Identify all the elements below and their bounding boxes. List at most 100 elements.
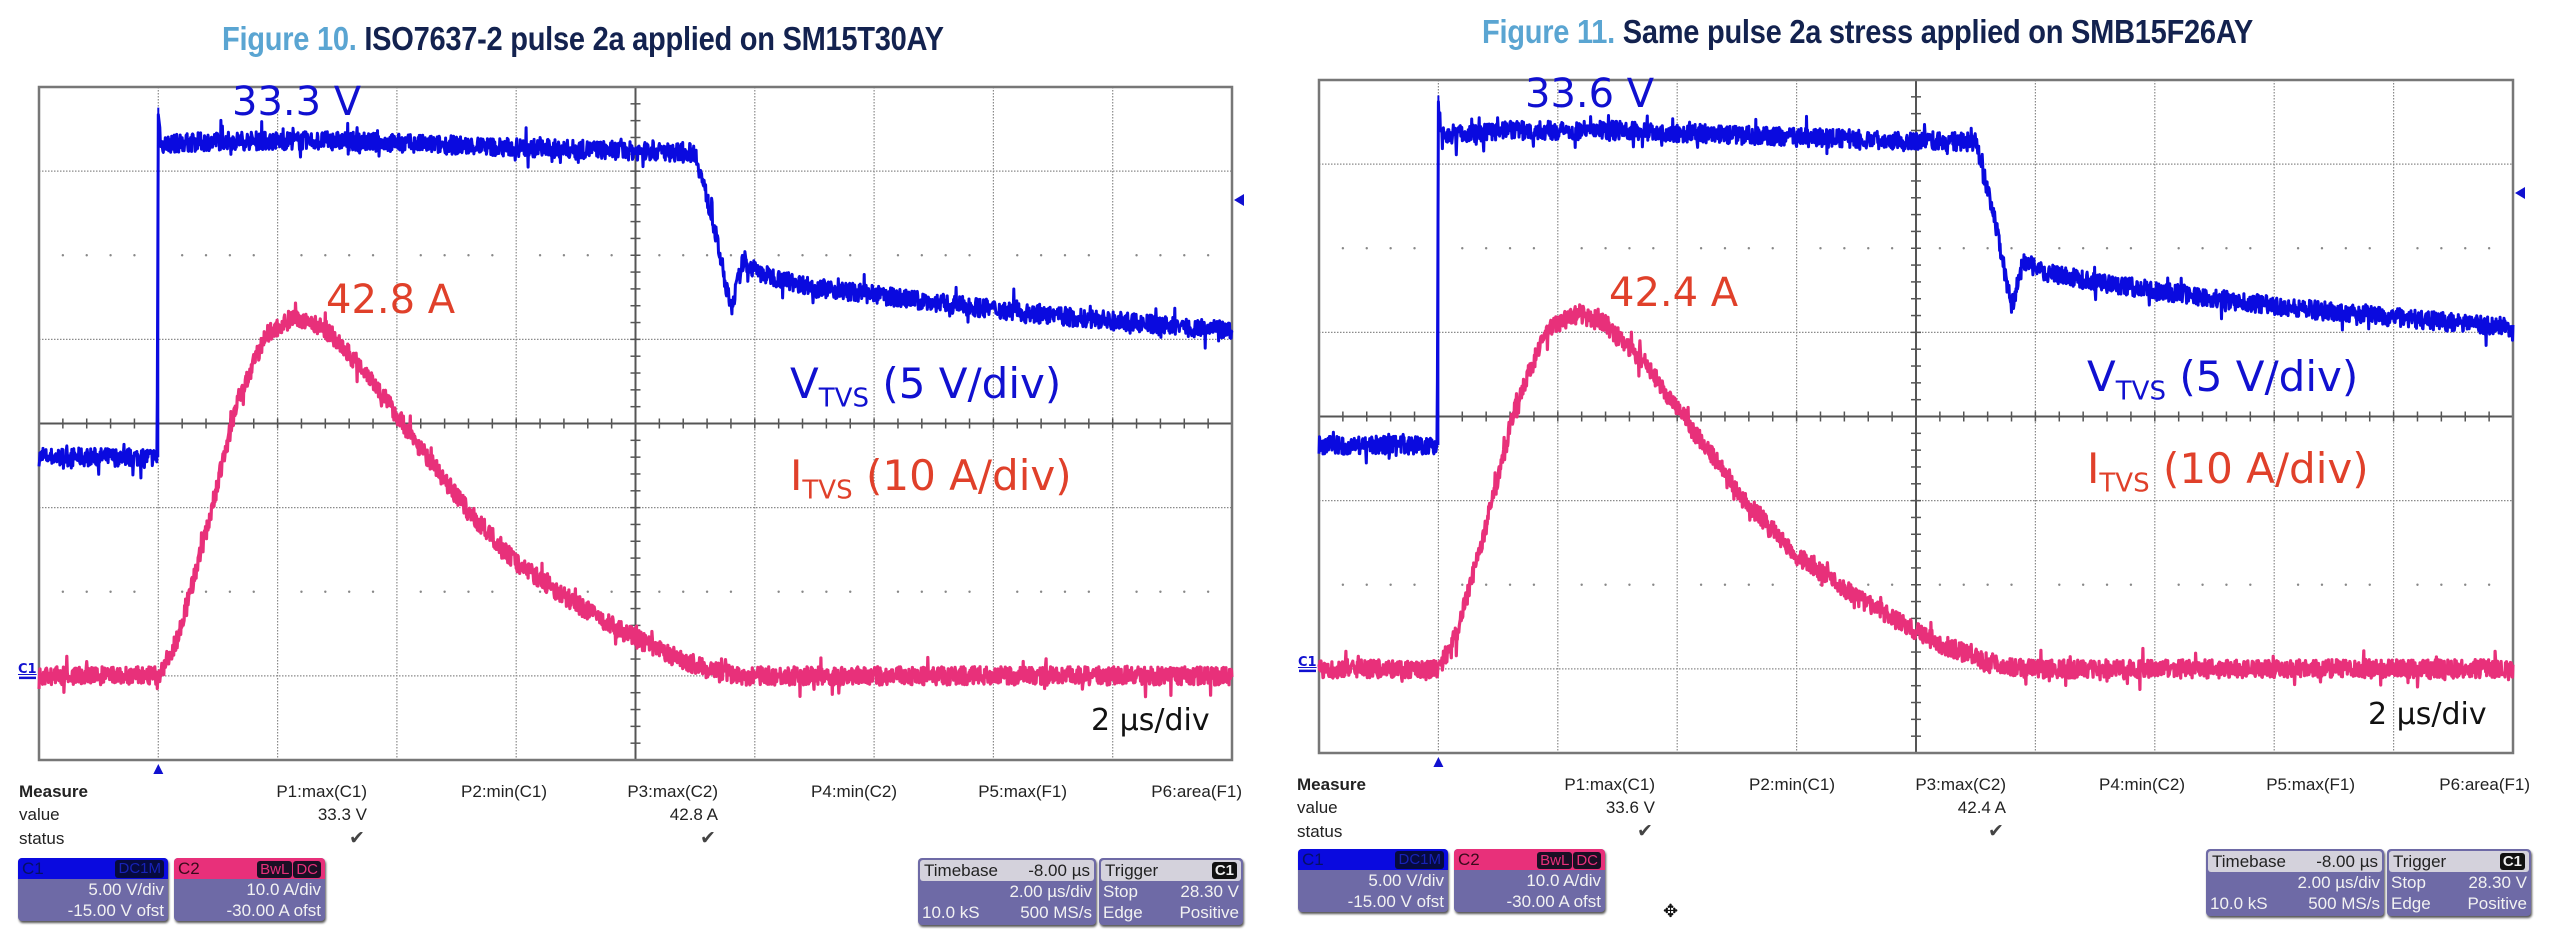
grid-dot — [1183, 590, 1186, 593]
channel-c1-marker[interactable]: C1 — [18, 662, 37, 677]
measure-param-p6[interactable]: P6:area(F1) — [1151, 782, 1242, 801]
coupling-tag: DC — [1573, 851, 1601, 869]
grid-dot — [1938, 247, 1942, 250]
check-icon: ✔ — [1988, 821, 2004, 842]
itvs-scale-label: ITVS (10 A/div) — [2087, 448, 2369, 497]
grid-dot — [825, 590, 828, 593]
vtvs-symbol: V — [790, 359, 819, 408]
grid-dot — [1843, 247, 1846, 250]
grid-dot — [562, 254, 566, 257]
measure-param-p5[interactable]: P5:max(F1) — [978, 782, 1067, 801]
channel-c2-box[interactable]: C2 BwL DC 10.0 A/div -30.00 A ofst — [1454, 849, 1605, 912]
measure-param-p2[interactable]: P2:min(C1) — [1749, 775, 1835, 794]
grid-dot — [2440, 583, 2443, 586]
grid-dot — [729, 254, 733, 257]
grid-dot — [777, 254, 780, 257]
measure-param-p3[interactable]: P3:max(C2) — [627, 782, 718, 801]
grid-dot — [61, 590, 65, 593]
grid-dot — [1508, 247, 1512, 250]
measure-param-p2[interactable]: P2:min(C1) — [461, 782, 547, 801]
grid-dot — [1962, 247, 1965, 250]
voltage-peak-label: 33.3 V — [232, 79, 362, 125]
grid-dot — [1723, 583, 1727, 586]
itvs-symbol: I — [2087, 444, 2100, 493]
measure-param-p1[interactable]: P1:max(C1) — [276, 782, 367, 801]
figure-11-title: Figure 11. Same pulse 2a stress applied … — [1482, 13, 2253, 51]
grid-dot — [491, 590, 494, 593]
grid-dot — [2464, 247, 2467, 250]
grid-dot — [443, 590, 446, 593]
channel-c1-header: C1 DC1M — [1298, 849, 1448, 870]
grid-dot — [896, 590, 900, 593]
timebase-box[interactable]: Timebase -8.00 µs 2.00 µs/div 10.0 kS 50… — [918, 858, 1096, 925]
timebase-delay: -8.00 µs — [1028, 860, 1090, 880]
grid-dot — [1341, 583, 1345, 586]
channel-c1-box[interactable]: C1 DC1M 5.00 V/div -15.00 V ofst — [1298, 849, 1448, 912]
grid-dot — [2296, 247, 2300, 250]
bandwidth-limit-tag: BwL — [257, 860, 293, 878]
channel-c2-box[interactable]: C2 BwL DC 10.0 A/div -30.00 A ofst — [174, 858, 325, 921]
grid-dot — [1063, 254, 1067, 257]
grid-dot — [2320, 247, 2324, 250]
grid-dot — [2368, 583, 2371, 586]
grid-dot — [1652, 583, 1655, 586]
channel-c1-marker[interactable]: C1 — [1298, 655, 1317, 670]
trigger-box[interactable]: Trigger C1 Stop 28.30 V Edge Positive — [1099, 858, 1243, 925]
trigger-source: C1 — [2499, 853, 2525, 870]
grid-dot — [729, 590, 733, 593]
grid-dot — [801, 254, 804, 257]
timebase-sample-rate: 500 MS/s — [1020, 902, 1092, 922]
grid-dot — [419, 254, 422, 257]
measure-param-p6[interactable]: P6:area(F1) — [2439, 775, 2530, 794]
grid-dot — [896, 254, 900, 257]
grid-dot — [1484, 247, 1488, 250]
measure-param-p5[interactable]: P5:max(F1) — [2266, 775, 2355, 794]
vtvs-symbol: V — [2087, 352, 2116, 401]
grid-dot — [586, 590, 589, 593]
trigger-level-icon — [1234, 194, 1244, 206]
grid-dot — [2320, 583, 2324, 586]
grid-dot — [1604, 583, 1607, 586]
grid-dot — [538, 590, 542, 593]
channel-c1-offset: -15.00 V ofst — [1347, 891, 1444, 911]
measure-param-p4[interactable]: P4:min(C2) — [2099, 775, 2185, 794]
grid-dot — [1039, 590, 1043, 593]
grid-dot — [1867, 583, 1870, 586]
channel-c2-scale: 10.0 A/div — [1526, 870, 1601, 890]
grid-dot — [2177, 583, 2180, 586]
measure-param-p1[interactable]: P1:max(C1) — [1564, 775, 1655, 794]
grid-dot — [1604, 247, 1607, 250]
trigger-label: Trigger — [1105, 860, 1159, 880]
grid-dot — [1389, 247, 1392, 250]
grid-dot — [2487, 583, 2491, 586]
measure-param-p4[interactable]: P4:min(C2) — [811, 782, 897, 801]
grid-dot — [1986, 583, 1989, 586]
figure-number: Figure 10. — [222, 20, 357, 57]
measure-row-value-label: value — [19, 805, 60, 824]
grid-dot — [2440, 247, 2443, 250]
grid-dot — [324, 254, 327, 257]
measure-value-p1: 33.3 V — [317, 805, 367, 824]
grid-dot — [1723, 247, 1727, 250]
grid-dot — [610, 254, 613, 257]
grid-dot — [1532, 247, 1536, 250]
trigger-header: Trigger C1 — [2389, 851, 2529, 872]
channel-name: C2 — [1458, 849, 1480, 869]
grid-dot — [2225, 247, 2228, 250]
figure-caption: Same pulse 2a stress applied on SMB15F26… — [1622, 13, 2253, 50]
grid-dot — [1087, 590, 1091, 593]
current-peak-label: 42.8 A — [326, 277, 456, 323]
grid-dot — [1039, 254, 1043, 257]
grid-dot — [1413, 583, 1416, 586]
trigger-level: 28.30 V — [2468, 872, 2527, 892]
grid-dot — [1461, 583, 1464, 586]
grid-dot — [2464, 583, 2467, 586]
timebase-box[interactable]: Timebase -8.00 µs 2.00 µs/div 10.0 kS 50… — [2206, 849, 2384, 916]
trigger-box[interactable]: Trigger C1 Stop 28.30 V Edge Positive — [2387, 849, 2531, 916]
grid-dot — [1819, 247, 1822, 250]
channel-c1-box[interactable]: C1 DC1M 5.00 V/div -15.00 V ofst — [18, 858, 168, 921]
itvs-scale-label: ITVS (10 A/div) — [790, 455, 1072, 504]
measure-param-p3[interactable]: P3:max(C2) — [1915, 775, 2006, 794]
grid-dot — [2081, 247, 2085, 250]
grid-dot — [133, 590, 136, 593]
